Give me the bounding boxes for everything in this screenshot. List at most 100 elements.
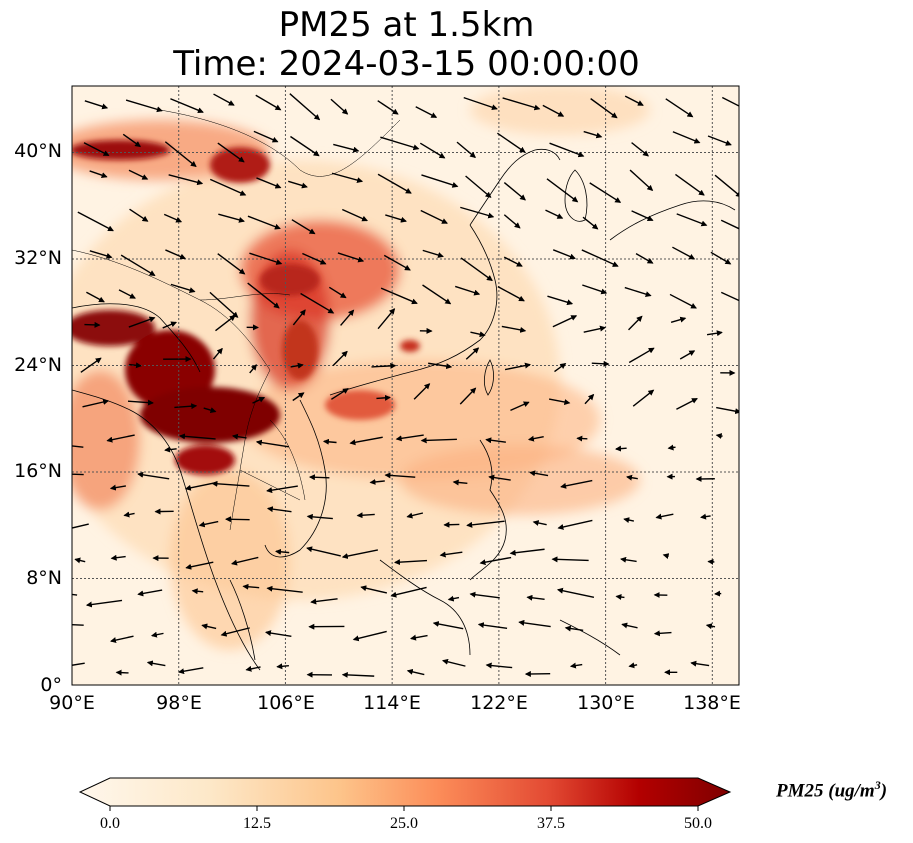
wind-arrow — [465, 347, 480, 360]
wind-arrow — [716, 406, 739, 415]
wind-arrow — [213, 93, 235, 106]
wind-arrow — [590, 98, 618, 119]
lon-label-98e: 98°E — [156, 692, 202, 714]
wind-arrow — [72, 445, 84, 448]
wind-arrow — [410, 634, 428, 641]
wind-arrow — [249, 252, 283, 265]
wind-arrow — [518, 619, 551, 628]
wind-arrow — [170, 98, 204, 114]
wind-arrow — [406, 668, 425, 676]
wind-arrow — [428, 362, 453, 370]
wind-arrow — [406, 512, 424, 519]
wind-arrow — [419, 142, 446, 159]
wind-arrow — [676, 213, 708, 227]
wind-vectors — [72, 93, 739, 678]
wind-arrow — [509, 548, 545, 556]
wind-arrow — [185, 561, 214, 570]
wind-arrow — [529, 470, 549, 477]
lat-label-8n: 8°N — [26, 567, 62, 589]
wind-arrow — [217, 142, 245, 163]
wind-arrow — [376, 394, 391, 401]
lon-label-114e: 114°E — [363, 692, 421, 714]
wind-arrow — [581, 249, 619, 267]
wind-arrow — [502, 97, 541, 111]
lon-label-130e: 130°E — [577, 692, 635, 714]
wind-arrow — [203, 407, 217, 413]
wind-arrow — [217, 253, 246, 275]
pm25-hotspots — [72, 140, 420, 475]
wind-arrow — [360, 585, 388, 594]
lat-label-0: 0° — [40, 674, 62, 696]
wind-arrow — [422, 249, 444, 258]
wind-arrow — [247, 282, 280, 309]
wind-arrow — [504, 362, 531, 371]
wind-arrow — [526, 594, 545, 601]
wind-arrow — [310, 598, 338, 605]
wind-arrow — [470, 331, 486, 338]
wind-arrow — [465, 175, 492, 198]
wind-arrow — [249, 364, 257, 374]
wind-arrow — [584, 393, 595, 405]
wind-arrow — [252, 396, 266, 404]
wind-arrow — [300, 292, 335, 314]
wind-arrow — [629, 169, 654, 192]
wind-arrow — [289, 93, 321, 121]
wind-arrow — [628, 315, 643, 331]
wind-arrow — [551, 556, 589, 563]
wind-arrow — [545, 209, 564, 219]
wind-arrow — [552, 315, 578, 328]
wind-arrow — [485, 662, 513, 669]
wind-arrow — [115, 669, 129, 676]
wind-arrow — [129, 208, 149, 222]
colorbar-tick-1: 12.5 — [243, 815, 271, 832]
wind-arrow — [626, 474, 638, 481]
wind-arrow — [231, 433, 247, 440]
wind-arrow — [72, 523, 89, 529]
lon-label-90e: 90°E — [49, 692, 95, 714]
map-area — [72, 86, 739, 685]
wind-arrow — [371, 362, 397, 369]
wind-arrow — [288, 180, 308, 189]
wind-arrow — [85, 599, 123, 608]
wind-arrow — [341, 671, 375, 678]
wind-arrow — [137, 589, 163, 597]
wind-arrow — [191, 588, 204, 595]
wind-arrow — [266, 485, 298, 494]
wind-arrow — [211, 480, 250, 487]
wind-arrow — [125, 99, 163, 113]
wind-arrow — [306, 513, 333, 520]
wind-arrow — [676, 398, 698, 410]
lat-label-16n: 16°N — [14, 460, 62, 482]
wind-arrow — [466, 520, 505, 528]
wind-arrow — [395, 434, 424, 442]
wind-arrow — [215, 315, 236, 332]
wind-arrow — [302, 252, 327, 265]
wind-arrow — [256, 177, 282, 189]
colorbar-label: PM25 (ug/m3) — [776, 778, 888, 802]
wind-arrow — [700, 513, 711, 520]
coastlines — [72, 148, 736, 671]
wind-arrow — [447, 595, 460, 602]
wind-arrow — [589, 182, 622, 203]
wind-arrow — [137, 471, 170, 480]
wind-arrow — [333, 143, 360, 153]
wind-arrow — [422, 284, 452, 305]
wind-arrow — [456, 141, 477, 159]
wind-arrow — [690, 660, 710, 667]
wind-arrow — [266, 585, 303, 593]
wind-arrow — [337, 252, 365, 263]
wind-arrow — [452, 479, 468, 486]
wind-arrow — [340, 309, 355, 326]
wind-arrow — [632, 389, 655, 407]
wind-arrow — [128, 316, 156, 328]
wind-arrow — [488, 474, 511, 481]
wind-arrow — [328, 286, 347, 299]
wind-arrow — [714, 174, 739, 198]
wind-arrow — [385, 214, 407, 223]
wind-arrow — [164, 141, 197, 168]
wind-arrow — [292, 309, 306, 326]
lat-label-32n: 32°N — [14, 247, 62, 269]
wind-arrow — [89, 170, 108, 178]
wind-arrow — [168, 174, 204, 186]
